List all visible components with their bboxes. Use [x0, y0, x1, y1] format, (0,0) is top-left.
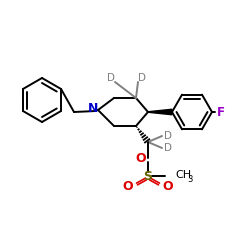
Text: D: D — [107, 73, 115, 83]
Text: D: D — [164, 131, 172, 141]
Text: O: O — [123, 180, 133, 192]
Text: O: O — [163, 180, 173, 192]
Text: CH: CH — [175, 170, 191, 180]
Text: S: S — [144, 170, 152, 182]
Text: D: D — [164, 143, 172, 153]
Text: F: F — [217, 106, 225, 118]
Text: O: O — [136, 152, 146, 164]
Text: 3: 3 — [187, 174, 192, 184]
Polygon shape — [148, 109, 172, 115]
Text: N: N — [88, 102, 98, 114]
Text: D: D — [138, 73, 146, 83]
